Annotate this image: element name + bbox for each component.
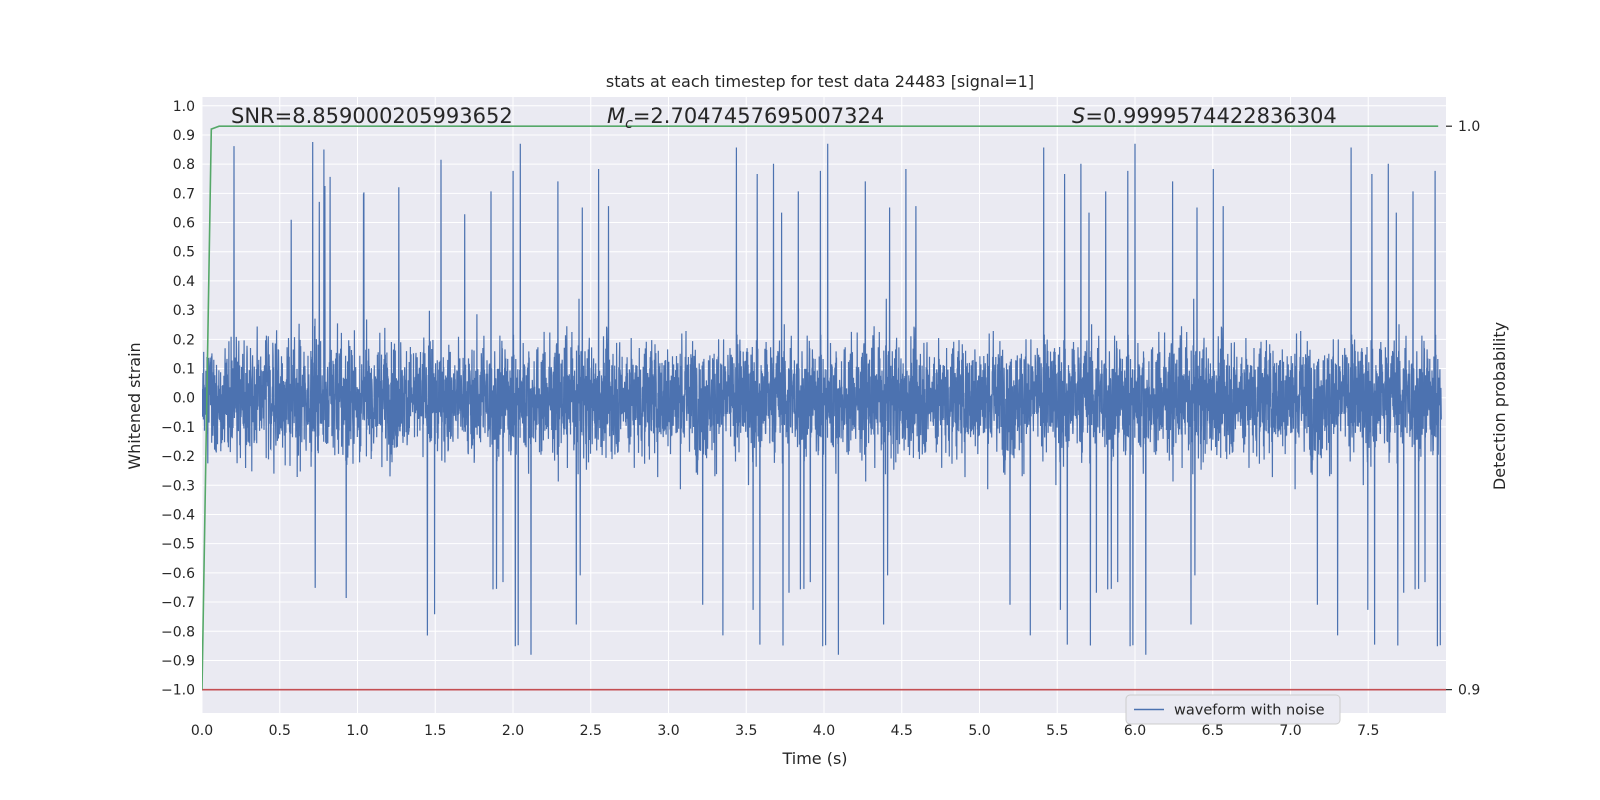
chirp-mass-subscript: c <box>625 116 633 132</box>
y-tick-label: −0.5 <box>161 537 195 553</box>
y-tick-label: 0.9 <box>173 128 195 144</box>
y-axis-label: Whitened strain <box>125 342 144 469</box>
y-tick-label: 0.1 <box>173 362 195 378</box>
y-tick-label: −0.6 <box>161 566 195 582</box>
series-waveform-with-noise <box>202 141 1442 655</box>
x-tick-label: 0.5 <box>269 723 291 739</box>
series-detection-probability <box>202 125 1439 690</box>
y-axis: 1.0 0.9 0.8 0.7 0.6 0.5 0.4 0.3 0.2 0.1 0.0 −0.1 −0.… <box>161 99 195 699</box>
y-tick-label: −0.8 <box>161 624 195 640</box>
x-tick-label: 2.5 <box>580 723 602 739</box>
y2-axis-label: Detection probability <box>1490 322 1509 490</box>
x-tick-label: 5.5 <box>1046 723 1068 739</box>
x-tick-label: 1.0 <box>346 723 368 739</box>
y-tick-label: −0.1 <box>161 420 195 436</box>
legend-entry-noise: waveform with noise <box>1174 703 1325 719</box>
series-layer <box>202 125 1446 691</box>
x-tick-label: 2.0 <box>502 723 524 739</box>
y-tick-label: −0.9 <box>161 653 195 669</box>
x-tick-label: 5.0 <box>968 723 990 739</box>
y-tick-label: 0.3 <box>173 303 195 319</box>
y-tick-label: 0.8 <box>173 157 195 173</box>
y-tick-label: 0.6 <box>173 216 195 232</box>
x-tick-label: 3.0 <box>657 723 679 739</box>
legend: waveform with noise <box>1125 694 1341 725</box>
x-tick-label: 4.0 <box>813 723 835 739</box>
y-tick-label: −0.7 <box>161 595 195 611</box>
y-tick-label: −1.0 <box>161 683 195 699</box>
x-tick-label: 4.5 <box>891 723 913 739</box>
y2-tick-label: 1.0 <box>1458 119 1480 135</box>
y2-axis: 1.0 0.9 <box>1446 119 1480 699</box>
y-tick-label: 0.4 <box>173 274 195 290</box>
x-axis-label: Time (s) <box>781 749 847 768</box>
y-tick-label: 0.5 <box>173 245 195 261</box>
x-tick-label: 0.0 <box>191 723 213 739</box>
s-annotation: S=0.9999574422836304 <box>1072 104 1337 128</box>
snr-annotation: SNR=8.859000205993652 <box>231 104 513 128</box>
chirp-mass-annotation: Mc=2.7047457695007324 <box>607 104 884 132</box>
chirp-mass-value: =2.7047457695007324 <box>633 104 884 128</box>
y2-tick-label: 0.9 <box>1458 683 1480 699</box>
x-tick-label: 7.5 <box>1357 723 1379 739</box>
y-tick-label: 0.7 <box>173 186 195 202</box>
y-tick-label: 0.0 <box>173 391 195 407</box>
y-tick-label: −0.2 <box>161 449 195 465</box>
x-axis: 0.0 0.5 1.0 1.5 2.0 2.5 3.0 3.5 4.0 4.5 5.0 5.5 6.0 6… <box>191 723 1380 739</box>
x-tick-label: 3.5 <box>735 723 757 739</box>
chirp-mass-symbol: M <box>607 104 625 128</box>
x-tick-label: 1.5 <box>424 723 446 739</box>
x-tick-label: 6.0 <box>1124 723 1146 739</box>
x-tick-label: 7.0 <box>1279 723 1301 739</box>
chart-title: stats at each timestep for test data 244… <box>606 72 1034 91</box>
y-tick-label: 0.2 <box>173 332 195 348</box>
x-tick-label: 6.5 <box>1202 723 1224 739</box>
s-value: =0.9999574422836304 <box>1085 104 1336 128</box>
y-tick-label: −0.3 <box>161 478 195 494</box>
legend-box <box>1125 694 1341 725</box>
y-tick-label: −0.4 <box>161 507 195 523</box>
y-tick-label: 1.0 <box>173 99 195 115</box>
s-symbol: S <box>1072 104 1085 128</box>
